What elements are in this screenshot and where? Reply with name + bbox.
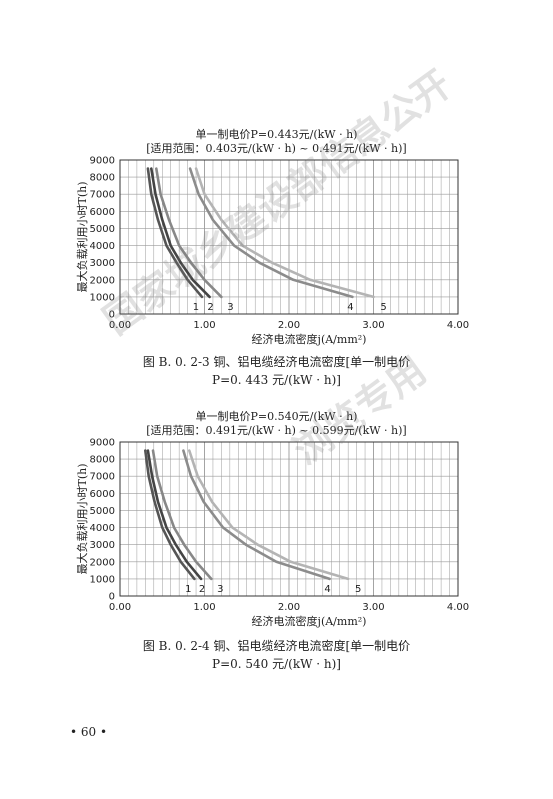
series-line-5 <box>194 167 375 299</box>
page-number: • 60 • <box>70 725 108 739</box>
series-label-4: 4 <box>324 584 330 595</box>
y-tick-label: 0 <box>109 310 115 321</box>
figure1-chart-svg: 0 1000 2000 3000 4000 5000 6000 7000 8000 9000 0.0… <box>75 156 469 347</box>
y-tick-label: 2000 <box>90 275 115 286</box>
y-tick-label: 6000 <box>90 207 115 218</box>
x-axis-label: 经济电流密度j(A/mm²) <box>252 332 367 346</box>
series-line-4 <box>188 167 354 299</box>
series-label-1: 1 <box>185 584 191 595</box>
x-tick-label: 0.00 <box>109 602 131 613</box>
y-tick-label: 2000 <box>90 557 115 568</box>
series-label-2: 2 <box>199 584 205 595</box>
y-tick-label: 7000 <box>90 190 115 201</box>
series-label-5: 5 <box>380 302 386 313</box>
figure1-range: [适用范围：0.403元/(kW · h) ~ 0.491元/(kW · h)] <box>146 142 407 155</box>
plot-frame <box>119 441 459 597</box>
x-tick-label: 1.00 <box>193 320 215 331</box>
y-tick-label: 8000 <box>90 455 115 466</box>
series-label-3: 3 <box>217 584 223 595</box>
y-axis-label: 最大负载利用小时T(h) <box>75 463 89 574</box>
y-axis-label: 最大负载利用小时T(h) <box>75 181 89 292</box>
x-tick-label: 2.00 <box>278 602 300 613</box>
x-tick-label: 4.00 <box>447 320 469 331</box>
figure2-title: 单一制电价P=0.540元/(kW · h) <box>195 410 358 423</box>
x-tick-label: 3.00 <box>362 602 384 613</box>
y-tick-label: 1000 <box>90 292 115 303</box>
series-line-2 <box>150 167 211 299</box>
y-tick-label: 4000 <box>90 523 115 534</box>
y-tick-label: 9000 <box>90 438 115 449</box>
x-axis-label: 经济电流密度j(A/mm²) <box>252 614 367 628</box>
figure1-chart: 0 1000 2000 3000 4000 5000 6000 7000 8000 9000 0.0… <box>0 140 553 372</box>
y-tick-label: 3000 <box>90 540 115 551</box>
figure2-chart-svg: 0 1000 2000 3000 4000 5000 6000 7000 8000 9000 0.0… <box>75 438 469 629</box>
series-label-2: 2 <box>207 302 213 313</box>
series-label-1: 1 <box>193 302 199 313</box>
series-line-2 <box>146 449 203 581</box>
series-line-1 <box>144 449 196 581</box>
y-tick-label: 3000 <box>90 258 115 269</box>
y-tick-label: 6000 <box>90 489 115 500</box>
y-tick-label: 8000 <box>90 173 115 184</box>
x-tick-label: 2.00 <box>278 320 300 331</box>
y-tick-label: 9000 <box>90 156 115 167</box>
x-tick-label: 3.00 <box>362 320 384 331</box>
plot-frame <box>119 159 459 315</box>
figure2-caption-line2: P=0. 540 元/(kW · h)] <box>212 657 341 671</box>
series-line-5 <box>188 449 350 581</box>
series-label-5: 5 <box>355 584 361 595</box>
series-line-4 <box>182 449 331 581</box>
series-line-3 <box>155 167 223 299</box>
y-tick-label: 5000 <box>90 224 115 235</box>
x-tick-label: 4.00 <box>447 602 469 613</box>
figure2-caption-line1: 图 B. 0. 2-4 铜、铝电缆经济电流密度[单一制电价 <box>142 639 411 653</box>
y-tick-label: 7000 <box>90 472 115 483</box>
figure2-range: [适用范围：0.491元/(kW · h) ~ 0.599元/(kW · h)] <box>146 424 407 437</box>
y-tick-label: 4000 <box>90 241 115 252</box>
series-label-3: 3 <box>227 302 233 313</box>
figure1-caption-line2: P=0. 443 元/(kW · h)] <box>212 373 341 387</box>
series-label-4: 4 <box>347 302 353 313</box>
series-line-1 <box>146 167 204 299</box>
figure1-caption-line1: 图 B. 0. 2-3 铜、铝电缆经济电流密度[单一制电价 <box>142 355 411 369</box>
y-tick-label: 5000 <box>90 506 115 517</box>
x-tick-label: 1.00 <box>193 602 215 613</box>
y-tick-label: 1000 <box>90 574 115 585</box>
y-tick-label: 0 <box>109 592 115 603</box>
series-line-3 <box>151 449 213 581</box>
figure1-title: 单一制电价P=0.443元/(kW · h) <box>195 128 358 141</box>
x-tick-label: 0.00 <box>109 320 131 331</box>
figure2-chart: 0 1000 2000 3000 4000 5000 6000 7000 8000 9000 0.0… <box>0 422 553 654</box>
